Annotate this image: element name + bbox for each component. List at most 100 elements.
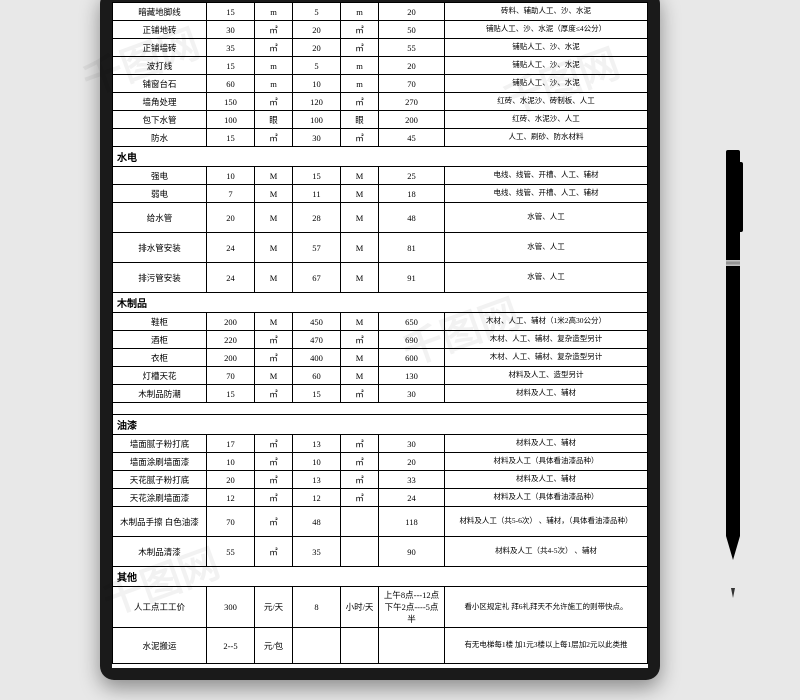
cell-v3: 30 xyxy=(379,385,445,403)
cell-u1: ㎡ xyxy=(255,453,293,471)
cell-v1: 24 xyxy=(207,233,255,263)
cell-v1: 55 xyxy=(207,537,255,567)
cell-v2: 5 xyxy=(293,3,341,21)
cell-name: 排水管安装 xyxy=(113,233,207,263)
cell-name: 波打线 xyxy=(113,57,207,75)
cell-v1: 10 xyxy=(207,453,255,471)
cell-name: 给水管 xyxy=(113,203,207,233)
cell-v3: 50 xyxy=(379,21,445,39)
cell-v3: 33 xyxy=(379,471,445,489)
cell-v3: 130 xyxy=(379,367,445,385)
cell-u1: ㎡ xyxy=(255,507,293,537)
cell-v3: 118 xyxy=(379,507,445,537)
cell-v3 xyxy=(379,628,445,664)
cell-u2: ㎡ xyxy=(341,435,379,453)
cell-name: 天花涂刷墙面漆 xyxy=(113,489,207,507)
document-screen: 暗藏地脚线15m5m20砖料、辅助人工、沙、水泥正铺地砖30㎡20㎡50铺贴人工… xyxy=(112,2,648,668)
cell-v2: 5 xyxy=(293,57,341,75)
cell-u2: ㎡ xyxy=(341,385,379,403)
section-header: 木制品 xyxy=(113,293,648,313)
cell-u2: M xyxy=(341,263,379,293)
cell-v2: 15 xyxy=(293,167,341,185)
cell-v1: 70 xyxy=(207,507,255,537)
cell-u1: ㎡ xyxy=(255,349,293,367)
cell-u1: M xyxy=(255,185,293,203)
cell-u2: ㎡ xyxy=(341,331,379,349)
cell-v1: 20 xyxy=(207,203,255,233)
cell-v3: 270 xyxy=(379,93,445,111)
cell-u1: M xyxy=(255,263,293,293)
cell-name: 排污管安装 xyxy=(113,263,207,293)
cell-v1: 15 xyxy=(207,3,255,21)
cell-v1: 15 xyxy=(207,57,255,75)
pen-clip xyxy=(738,162,743,232)
cell-v2: 400 xyxy=(293,349,341,367)
cell-u2: ㎡ xyxy=(341,93,379,111)
cell-u2: M xyxy=(341,367,379,385)
cell-u1: ㎡ xyxy=(255,471,293,489)
cell-v3: 18 xyxy=(379,185,445,203)
cell-v1: 17 xyxy=(207,435,255,453)
section-header: 水电 xyxy=(113,147,648,167)
cell-v3: 48 xyxy=(379,203,445,233)
cell-u1: M xyxy=(255,313,293,331)
cell-v3: 90 xyxy=(379,537,445,567)
cell-name: 墙面腻子粉打底 xyxy=(113,435,207,453)
cell-u2: m xyxy=(341,75,379,93)
cell-u1: M xyxy=(255,167,293,185)
cell-u2: M xyxy=(341,167,379,185)
cell-note: 人工、刷砂、防水材料 xyxy=(445,129,648,147)
cell-note: 看小区规定礼 拜6礼拜天不允许施工的则带快点。 xyxy=(445,587,648,628)
cell-v1: 15 xyxy=(207,129,255,147)
cell-u2: ㎡ xyxy=(341,21,379,39)
cell-note: 水管、人工 xyxy=(445,233,648,263)
cell-note: 电线、线管、开槽、人工、辅材 xyxy=(445,185,648,203)
cell-v2: 57 xyxy=(293,233,341,263)
cell-u1: ㎡ xyxy=(255,21,293,39)
cell-note: 电线、线管、开槽、人工、辅材 xyxy=(445,167,648,185)
cell-v2: 60 xyxy=(293,367,341,385)
cell-v1: 300 xyxy=(207,587,255,628)
cell-note: 木材、人工、辅材、复杂造型另计 xyxy=(445,331,648,349)
cell-v3: 上午8点---12点下午2点----5点半 xyxy=(379,587,445,628)
cell-note: 砖料、辅助人工、沙、水泥 xyxy=(445,3,648,21)
cell-v2: 10 xyxy=(293,453,341,471)
cell-name: 人工点工工价 xyxy=(113,587,207,628)
cell-u2: M xyxy=(341,233,379,263)
cell-u1: ㎡ xyxy=(255,93,293,111)
cell-v2: 13 xyxy=(293,435,341,453)
cell-v2: 120 xyxy=(293,93,341,111)
cell-name: 木制品清漆 xyxy=(113,537,207,567)
cell-v2: 35 xyxy=(293,537,341,567)
cell-v1: 20 xyxy=(207,471,255,489)
cell-v3: 690 xyxy=(379,331,445,349)
cell-note: 材料及人工、辅材 xyxy=(445,471,648,489)
cell-u1: m xyxy=(255,3,293,21)
cell-u1: ㎡ xyxy=(255,489,293,507)
tablet-frame: 暗藏地脚线15m5m20砖料、辅助人工、沙、水泥正铺地砖30㎡20㎡50铺贴人工… xyxy=(100,0,660,680)
cell-u2: M xyxy=(341,203,379,233)
cell-v2 xyxy=(293,628,341,664)
cell-name: 正铺地砖 xyxy=(113,21,207,39)
cell-name: 墙面涂刷墙面漆 xyxy=(113,453,207,471)
cell-name: 防水 xyxy=(113,129,207,147)
cell-note: 材料及人工（共4-5次） 、辅材 xyxy=(445,537,648,567)
cell-name: 铺窗台石 xyxy=(113,75,207,93)
cell-note: 铺贴人工、沙、水泥（厚度≤4公分） xyxy=(445,21,648,39)
cell-v2: 8 xyxy=(293,587,341,628)
cell-name: 木制品手擦 白色油漆 xyxy=(113,507,207,537)
cell-note: 红砖、水泥沙、砖制板、人工 xyxy=(445,93,648,111)
cell-name: 墙角处理 xyxy=(113,93,207,111)
cell-name: 包下水管 xyxy=(113,111,207,129)
cell-v1: 15 xyxy=(207,385,255,403)
cell-u2: ㎡ xyxy=(341,39,379,57)
cell-v1: 100 xyxy=(207,111,255,129)
cell-name: 鞋柜 xyxy=(113,313,207,331)
cell-note: 水管、人工 xyxy=(445,203,648,233)
cell-v3: 600 xyxy=(379,349,445,367)
cell-v3: 70 xyxy=(379,75,445,93)
cell-v3: 20 xyxy=(379,57,445,75)
cell-v1: 30 xyxy=(207,21,255,39)
cell-name: 水泥搬运 xyxy=(113,628,207,664)
cell-v2: 20 xyxy=(293,21,341,39)
